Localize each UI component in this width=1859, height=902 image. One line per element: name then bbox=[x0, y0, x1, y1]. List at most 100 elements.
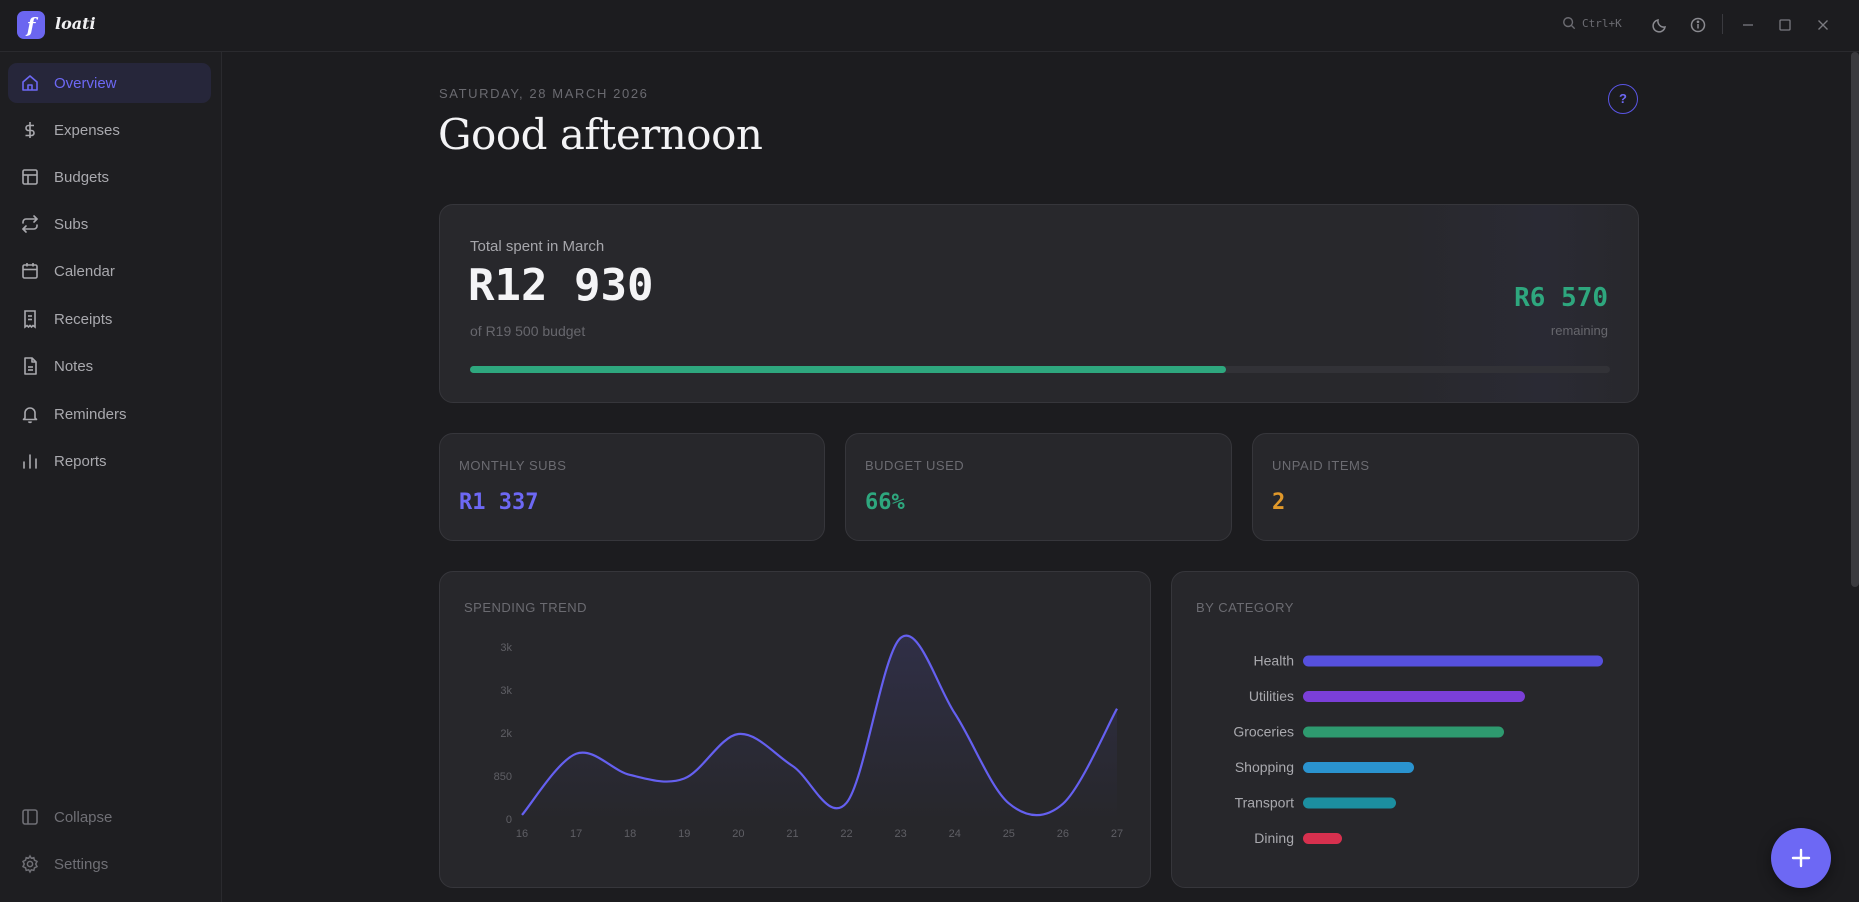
sidebar-item-label: Receipts bbox=[54, 310, 113, 328]
gear-icon bbox=[21, 854, 39, 874]
sidebar-item-reminders[interactable]: Reminders bbox=[8, 394, 211, 434]
total-spent-amount: R12 930 bbox=[468, 260, 654, 311]
stat-value: 66% bbox=[865, 490, 905, 515]
x-tick-label: 23 bbox=[895, 828, 907, 840]
page-scrollbar[interactable] bbox=[1851, 52, 1859, 587]
search-shortcut: Ctrl+K bbox=[1582, 16, 1622, 30]
x-tick-label: 27 bbox=[1111, 828, 1123, 840]
moon-icon bbox=[1652, 19, 1666, 33]
dollar-icon bbox=[25, 122, 35, 138]
info-button[interactable] bbox=[1688, 15, 1708, 35]
remaining-label: remaining bbox=[1550, 323, 1608, 338]
sidebar-item-calendar[interactable]: Calendar bbox=[8, 251, 211, 291]
bar-chart-icon bbox=[23, 454, 37, 469]
help-button[interactable]: ? bbox=[1608, 84, 1638, 114]
category-label: Health bbox=[1254, 653, 1294, 669]
chart-title: SPENDING TREND bbox=[464, 600, 588, 615]
x-tick-label: 16 bbox=[516, 828, 528, 840]
x-tick-label: 19 bbox=[678, 828, 690, 840]
settings-button[interactable]: Settings bbox=[8, 844, 211, 884]
category-bar bbox=[1303, 797, 1396, 809]
sidebar-item-notes[interactable]: Notes bbox=[8, 346, 211, 386]
x-tick-label: 25 bbox=[1003, 828, 1015, 840]
trend-area bbox=[522, 635, 1117, 819]
settings-label: Settings bbox=[54, 855, 109, 873]
sidebar: Overview Expenses Budgets Subs Calendar … bbox=[0, 52, 222, 902]
category-bar bbox=[1303, 762, 1414, 773]
plus-icon bbox=[1791, 848, 1811, 868]
category-bar bbox=[1303, 833, 1342, 844]
table-icon bbox=[22, 169, 38, 185]
home-icon bbox=[22, 75, 38, 91]
stat-value: 2 bbox=[1272, 490, 1286, 515]
spending-summary-card: Total spent in March R12 930 of R19 500 … bbox=[439, 204, 1639, 403]
x-tick-label: 20 bbox=[732, 828, 744, 840]
search-button[interactable]: Ctrl+K bbox=[1562, 16, 1622, 30]
category-label: Shopping bbox=[1235, 759, 1294, 775]
stat-label: UNPAID ITEMS bbox=[1272, 458, 1370, 473]
summary-label: Total spent in March bbox=[470, 238, 605, 255]
sidebar-item-label: Reminders bbox=[54, 405, 127, 423]
sidebar-panel-icon bbox=[22, 809, 38, 825]
x-tick-label: 21 bbox=[786, 828, 798, 840]
budget-progress-fill bbox=[470, 366, 1226, 373]
sidebar-item-label: Calendar bbox=[54, 262, 115, 280]
x-tick-label: 24 bbox=[949, 828, 961, 840]
sidebar-item-reports[interactable]: Reports bbox=[8, 441, 211, 481]
stat-card-unpaid-items[interactable]: UNPAID ITEMS 2 bbox=[1252, 433, 1639, 541]
collapse-label: Collapse bbox=[54, 808, 113, 826]
sidebar-item-budgets[interactable]: Budgets bbox=[8, 157, 211, 197]
remaining-amount: R6 570 bbox=[1514, 283, 1608, 313]
bell-icon bbox=[22, 407, 38, 424]
receipt-icon bbox=[24, 310, 36, 329]
collapse-button[interactable]: Collapse bbox=[8, 797, 211, 837]
y-tick-label: 3k bbox=[500, 642, 512, 654]
sidebar-item-expenses[interactable]: Expenses bbox=[8, 110, 211, 150]
add-expense-button[interactable] bbox=[1771, 828, 1831, 888]
sidebar-item-label: Subs bbox=[54, 215, 89, 233]
sidebar-item-label: Expenses bbox=[54, 121, 120, 139]
y-tick-label: 0 bbox=[506, 814, 512, 826]
x-tick-label: 22 bbox=[840, 828, 852, 840]
maximize-icon bbox=[1779, 19, 1791, 31]
sidebar-item-subs[interactable]: Subs bbox=[8, 204, 211, 244]
category-label: Groceries bbox=[1233, 724, 1294, 740]
stat-card-monthly-subs[interactable]: MONTHLY SUBS R1 337 bbox=[439, 433, 825, 541]
file-icon bbox=[24, 357, 37, 375]
theme-toggle-button[interactable] bbox=[1650, 15, 1670, 35]
stat-value: R1 337 bbox=[459, 490, 539, 515]
category-label: Transport bbox=[1235, 795, 1295, 811]
current-date: SATURDAY, 28 MARCH 2026 bbox=[439, 86, 649, 101]
x-tick-label: 17 bbox=[570, 828, 582, 840]
by-category-chart: Health Utilities Groceries Shopping Transpor… bbox=[1233, 653, 1603, 846]
stat-label: BUDGET USED bbox=[865, 458, 965, 473]
x-tick-label: 18 bbox=[624, 828, 636, 840]
calendar-icon bbox=[22, 263, 38, 279]
category-bar bbox=[1303, 726, 1504, 738]
info-icon bbox=[1690, 17, 1706, 33]
sidebar-item-receipts[interactable]: Receipts bbox=[8, 299, 211, 339]
close-button[interactable] bbox=[1813, 15, 1833, 35]
app-logo-icon: f bbox=[17, 11, 45, 39]
sidebar-item-overview[interactable]: Overview bbox=[8, 63, 211, 103]
budget-text: of R19 500 budget bbox=[470, 323, 586, 339]
spending-trend-chart: 3k 3k 2k 850 0 16 17 18 19 20 21 22 23 24 25 26 27 bbox=[494, 634, 1123, 840]
stat-card-budget-used[interactable]: BUDGET USED 66% bbox=[845, 433, 1232, 541]
sidebar-item-label: Overview bbox=[54, 74, 117, 92]
minimize-button[interactable] bbox=[1738, 15, 1758, 35]
close-icon bbox=[1818, 20, 1828, 30]
page-title: Good afternoon bbox=[438, 110, 763, 159]
budget-progress-bar bbox=[470, 366, 1610, 373]
maximize-button[interactable] bbox=[1775, 15, 1795, 35]
category-bar bbox=[1303, 655, 1603, 667]
by-category-card: BY CATEGORY Health Utilities Groceries Shop… bbox=[1171, 571, 1639, 888]
category-label: Dining bbox=[1254, 830, 1294, 846]
y-tick-label: 2k bbox=[500, 728, 512, 740]
title-bar: f loati Ctrl+K bbox=[0, 0, 1859, 52]
y-tick-label: 850 bbox=[494, 771, 512, 783]
category-bar bbox=[1303, 691, 1525, 702]
app-name: loati bbox=[55, 14, 96, 33]
x-tick-label: 26 bbox=[1057, 828, 1069, 840]
category-label: Utilities bbox=[1249, 688, 1294, 704]
sidebar-item-label: Notes bbox=[54, 357, 94, 375]
